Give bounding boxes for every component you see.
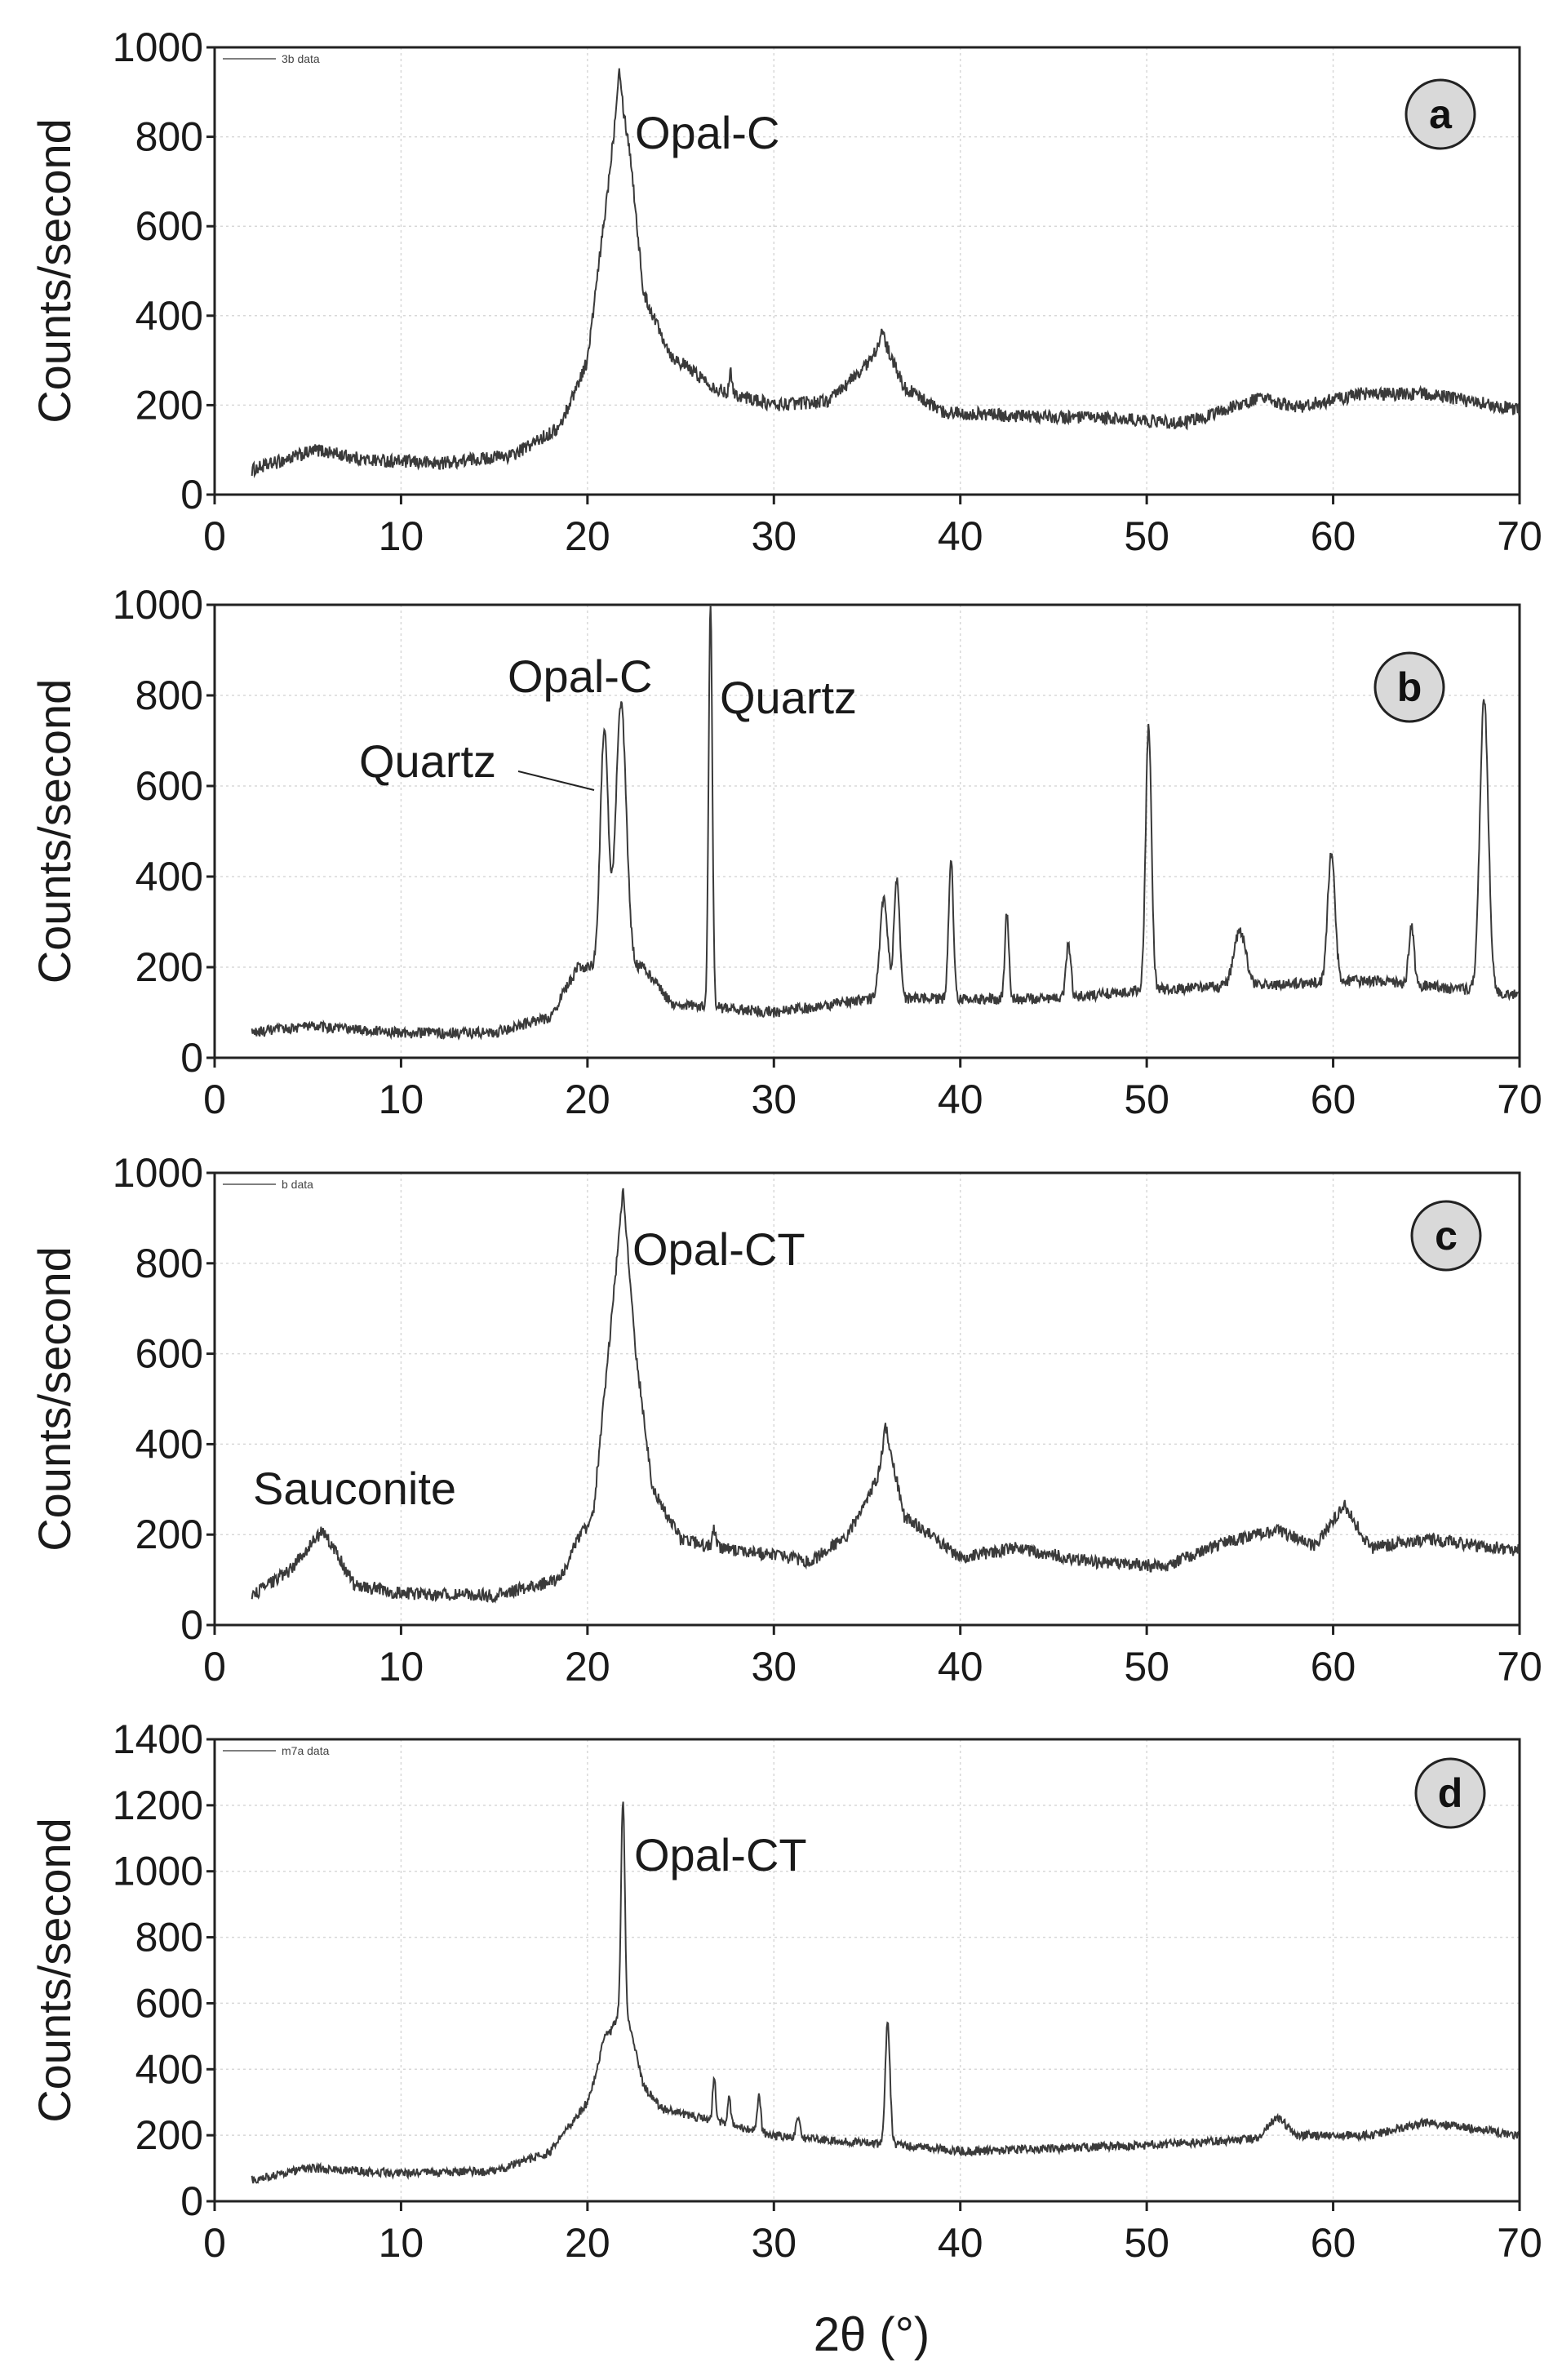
y-tick-label: 1400	[113, 1716, 203, 1762]
plot-frame	[213, 46, 1521, 496]
panel-badge	[1410, 1200, 1482, 1272]
x-tick-label: 70	[1497, 2220, 1542, 2266]
y-tick-label: 200	[135, 944, 203, 990]
y-tick-label: 1000	[113, 1150, 203, 1196]
x-tick-label: 70	[1497, 1644, 1542, 1690]
x-tick-label: 0	[203, 513, 226, 559]
peak-annotation: Quartz	[359, 735, 496, 787]
y-tick-label: 0	[180, 2178, 203, 2224]
panel-b: 0 200 400 600 800 1000 0 10 20 30 40 50 60 70 Counts/s…	[29, 582, 1542, 1122]
x-tick-label: 40	[938, 1077, 983, 1122]
x-tick-label: 10	[379, 1077, 424, 1122]
y-tick-label: 800	[135, 673, 203, 718]
y-tick-label: 400	[135, 1421, 203, 1467]
y-tick-label: 400	[135, 854, 203, 899]
y-tick-label: 1000	[113, 1849, 203, 1894]
x-tick-label: 50	[1124, 2220, 1169, 2266]
y-axis-title: Counts/second	[29, 118, 80, 424]
panel-badge-label: d	[1438, 1770, 1463, 1816]
legend-text: 3b data	[282, 52, 320, 65]
x-tick-label: 30	[751, 1644, 797, 1690]
x-tick-label: 10	[379, 1644, 424, 1690]
panel-d: 0 200 400 600 800 1000 1200 1400 0 10 20 30 40 50 60 70…	[29, 1716, 1542, 2266]
peak-annotation: Opal-C	[635, 107, 779, 158]
y-tick-label: 0	[180, 472, 203, 517]
y-tick-label: 600	[135, 763, 203, 809]
x-tick-label: 70	[1497, 513, 1542, 559]
x-tick-label: 40	[938, 2220, 983, 2266]
panel-badge	[1404, 78, 1476, 150]
x-tick-label: 20	[565, 1644, 610, 1690]
y-tick-label: 200	[135, 2112, 203, 2158]
x-tick-label: 60	[1311, 2220, 1356, 2266]
x-tick-label: 50	[1124, 1644, 1169, 1690]
y-tick-label: 200	[135, 1512, 203, 1557]
panel-badge-label: c	[1435, 1213, 1458, 1259]
x-tick-label: 70	[1497, 1077, 1542, 1122]
x-tick-label: 0	[203, 2220, 226, 2266]
y-axis-title: Counts/second	[29, 1246, 80, 1552]
panel-c: 0 200 400 600 800 1000 0 10 20 30 40 50 60 70 Counts/s…	[29, 1150, 1542, 1690]
x-tick-label: 30	[751, 513, 797, 559]
panel-badge	[1373, 651, 1445, 723]
y-tick-label: 600	[135, 1980, 203, 2026]
x-tick-label: 40	[938, 513, 983, 559]
plot-frame	[213, 1738, 1521, 2203]
x-tick-label: 50	[1124, 1077, 1169, 1122]
diffraction-trace	[251, 1801, 1520, 2184]
y-tick-label: 600	[135, 1331, 203, 1377]
x-tick-label: 30	[751, 2220, 797, 2266]
annotation-leader	[517, 770, 595, 791]
x-tick-label: 30	[751, 1077, 797, 1122]
peak-annotation: Opal-CT	[632, 1223, 805, 1275]
x-tick-label: 0	[203, 1644, 226, 1690]
y-tick-label: 1000	[113, 24, 203, 70]
y-tick-label: 400	[135, 293, 203, 339]
x-tick-label: 20	[565, 513, 610, 559]
panel-badge	[1414, 1757, 1486, 1829]
y-axis-title: Counts/second	[29, 1818, 80, 2123]
panel-badge-label: a	[1429, 91, 1453, 137]
y-tick-label: 400	[135, 2046, 203, 2092]
panel-a: 0 200 400 600 800 1000 0 10 20 30 40 50 60 70 Counts/s…	[29, 24, 1542, 559]
y-tick-label: 1200	[113, 1783, 203, 1828]
y-tick-label: 800	[135, 1915, 203, 1960]
y-tick-label: 0	[180, 1035, 203, 1081]
x-tick-label: 60	[1311, 1077, 1356, 1122]
y-tick-label: 800	[135, 1241, 203, 1286]
diffraction-trace	[251, 1188, 1520, 1604]
x-tick-label: 20	[565, 1077, 610, 1122]
legend-text: b data	[282, 1178, 313, 1191]
x-tick-label: 60	[1311, 513, 1356, 559]
x-tick-label: 50	[1124, 513, 1169, 559]
x-tick-label: 10	[379, 2220, 424, 2266]
peak-annotation: Sauconite	[253, 1463, 456, 1514]
x-tick-label: 10	[379, 513, 424, 559]
x-tick-label: 60	[1311, 1644, 1356, 1690]
y-tick-label: 1000	[113, 582, 203, 628]
x-tick-label: 20	[565, 2220, 610, 2266]
legend-text: m7a data	[282, 1744, 330, 1757]
diffraction-trace	[251, 68, 1520, 479]
x-tick-label: 0	[203, 1077, 226, 1122]
peak-annotation: Opal-CT	[634, 1829, 807, 1880]
diffraction-trace	[251, 604, 1520, 1041]
peak-annotation: Opal-C	[508, 651, 652, 702]
x-tick-label: 40	[938, 1644, 983, 1690]
plot-frame	[213, 1171, 1521, 1627]
y-tick-label: 600	[135, 203, 203, 249]
y-tick-label: 800	[135, 114, 203, 160]
panel-badge-label: b	[1397, 664, 1422, 710]
y-axis-title: Counts/second	[29, 679, 80, 984]
y-tick-label: 200	[135, 382, 203, 428]
plot-frame	[213, 603, 1521, 1059]
x-axis-title: 2θ (°)	[814, 2308, 930, 2361]
y-tick-label: 0	[180, 1602, 203, 1648]
peak-annotation: Quartz	[720, 672, 857, 723]
